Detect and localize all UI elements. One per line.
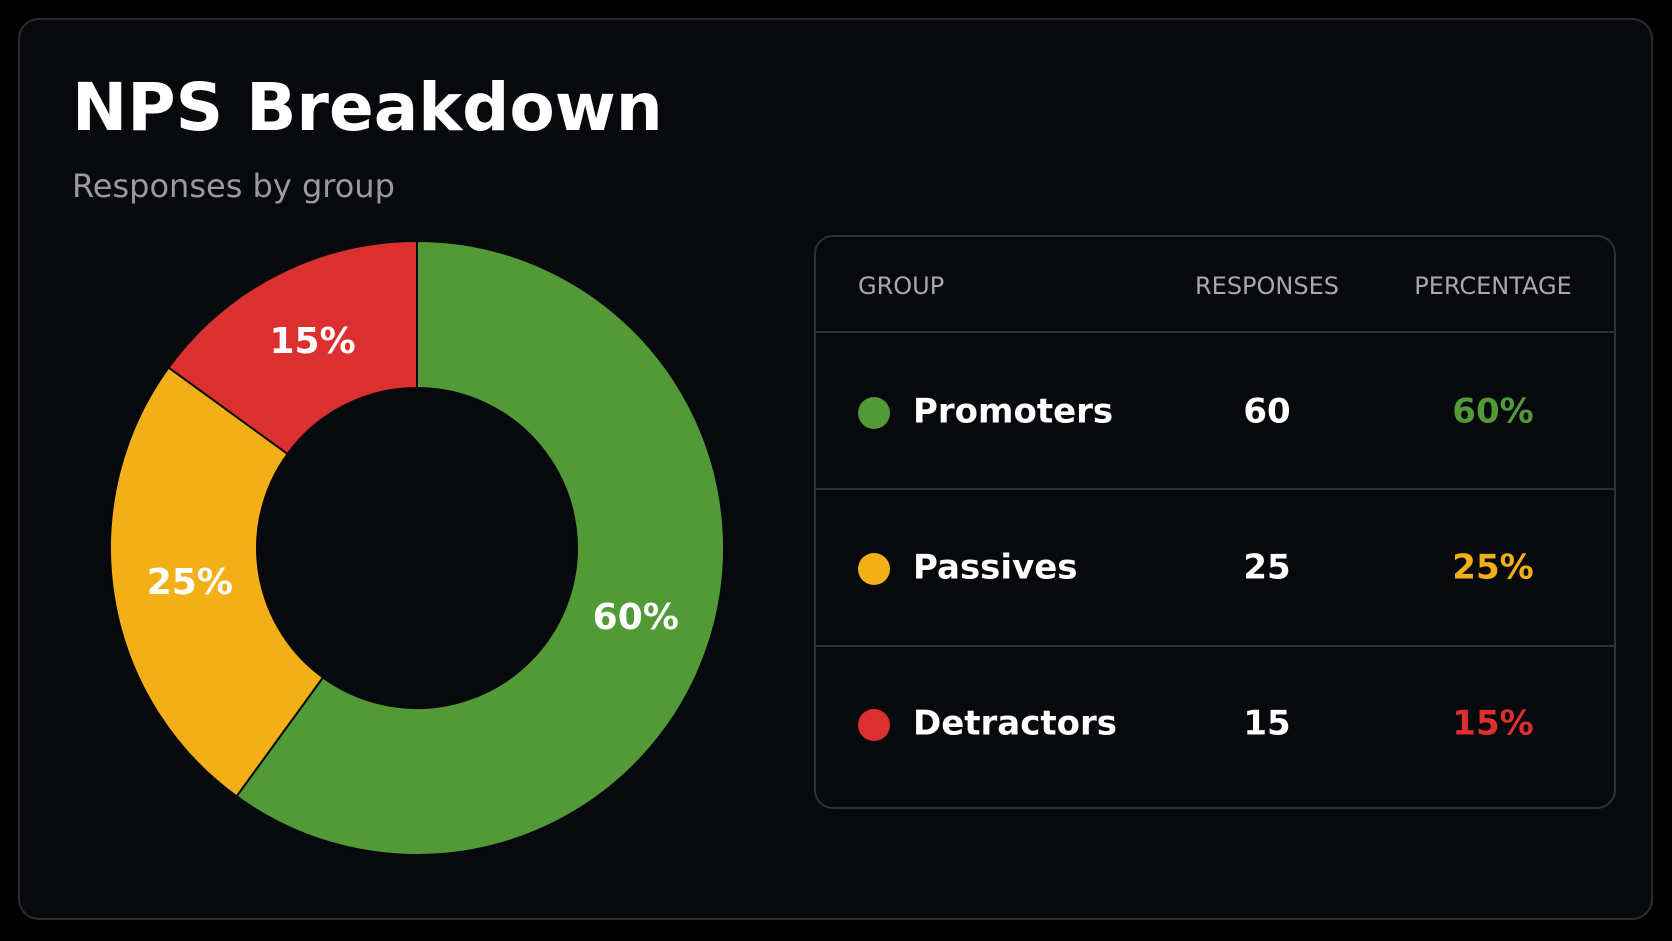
donut-slice	[109, 366, 325, 798]
legend-dot	[858, 397, 890, 429]
chart-title: NPS Breakdown	[72, 69, 663, 146]
column-header: RESPONSES	[1195, 272, 1339, 300]
table-box	[814, 235, 1616, 809]
chart-subtitle: Responses by group	[72, 167, 395, 205]
slice-label: 60%	[593, 597, 679, 638]
donut-slice	[167, 239, 418, 456]
group-name: Promoters	[913, 392, 1113, 432]
legend-dot	[858, 553, 890, 585]
percentage: 25%	[1452, 548, 1533, 588]
percentage: 60%	[1452, 392, 1533, 432]
percentage: 15%	[1452, 704, 1533, 744]
donut-slice	[235, 239, 725, 856]
slice-label: 15%	[269, 321, 355, 362]
slice-label: 25%	[147, 562, 233, 603]
group-name: Detractors	[913, 704, 1117, 744]
responses: 25	[1243, 548, 1290, 588]
group-name: Passives	[913, 548, 1078, 588]
legend-dot	[858, 709, 890, 741]
responses: 60	[1243, 392, 1290, 432]
responses: 15	[1243, 704, 1290, 744]
column-header: PERCENTAGE	[1414, 272, 1572, 300]
column-header: GROUP	[858, 272, 944, 300]
